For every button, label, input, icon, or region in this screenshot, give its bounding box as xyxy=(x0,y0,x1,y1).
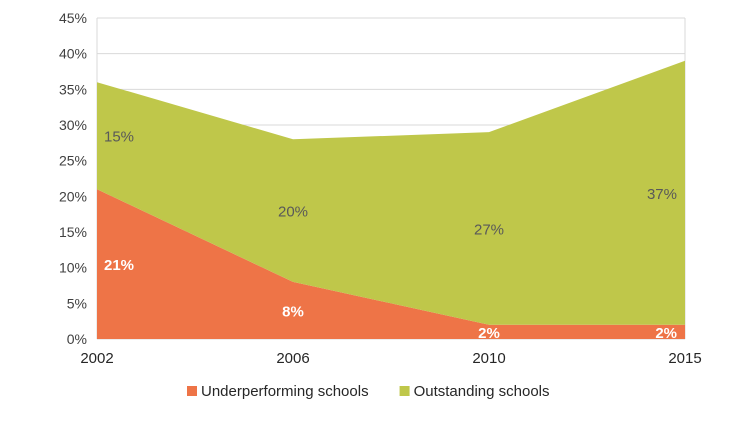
x-tick-label: 2010 xyxy=(472,350,505,367)
legend-label: Underperforming schools xyxy=(201,383,369,400)
data-label: 8% xyxy=(282,303,304,320)
area-outstanding-schools xyxy=(97,60,685,325)
x-tick-label: 2015 xyxy=(668,350,701,367)
x-tick-label: 2002 xyxy=(80,350,113,367)
legend-swatch xyxy=(399,386,410,396)
y-tick-label: 40% xyxy=(59,46,87,62)
y-tick-label: 15% xyxy=(59,224,87,240)
y-tick-label: 10% xyxy=(59,260,87,276)
x-tick-label: 2006 xyxy=(276,350,309,367)
y-tick-label: 5% xyxy=(67,295,87,311)
area-underperforming-schools xyxy=(97,189,685,339)
y-tick-label: 0% xyxy=(67,331,87,347)
data-label: 27% xyxy=(474,221,504,238)
legend-swatch xyxy=(187,386,197,396)
y-tick-label: 20% xyxy=(59,188,87,204)
y-tick-label: 35% xyxy=(59,81,87,97)
data-label: 2% xyxy=(478,325,500,342)
data-label: 20% xyxy=(278,204,308,221)
data-label: 2% xyxy=(655,325,677,342)
legend-label: Outstanding schools xyxy=(414,383,550,400)
data-label: 15% xyxy=(104,129,134,146)
y-tick-label: 25% xyxy=(59,153,87,169)
y-tick-label: 30% xyxy=(59,117,87,133)
data-label: 21% xyxy=(104,257,134,274)
y-tick-label: 45% xyxy=(59,10,87,26)
data-label: 37% xyxy=(647,186,677,203)
